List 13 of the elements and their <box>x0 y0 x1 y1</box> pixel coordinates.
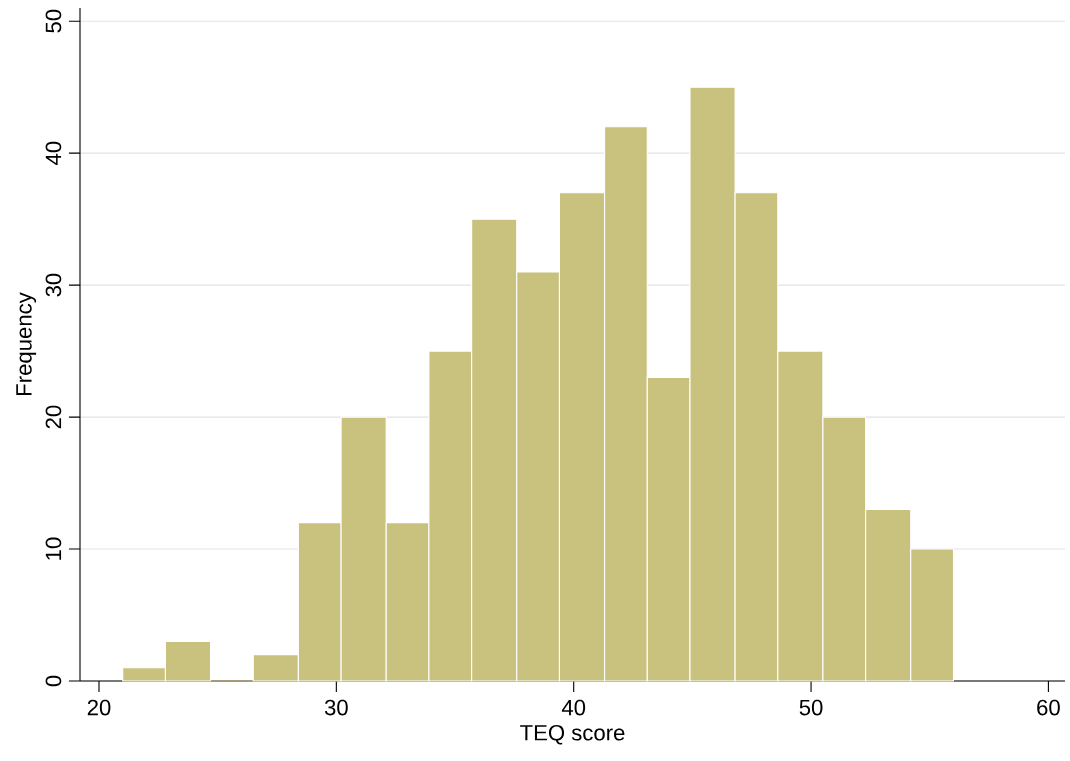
x-axis-title: TEQ score <box>520 724 625 745</box>
y-tick-label: 10 <box>45 537 62 560</box>
y-tick-label: 20 <box>45 405 62 429</box>
y-tick-label: 50 <box>45 9 62 33</box>
y-tick-label: 30 <box>45 273 62 297</box>
x-tick-label: 40 <box>561 699 586 716</box>
y-axis-title: Frequency <box>16 292 37 395</box>
x-tick-label: 60 <box>1037 699 1060 716</box>
x-tick-label: 20 <box>87 699 111 716</box>
x-tick-label: 30 <box>324 699 348 716</box>
y-tick-label: 0 <box>45 675 62 687</box>
y-tick-label: 40 <box>45 141 62 165</box>
x-tick-label: 50 <box>799 699 823 716</box>
